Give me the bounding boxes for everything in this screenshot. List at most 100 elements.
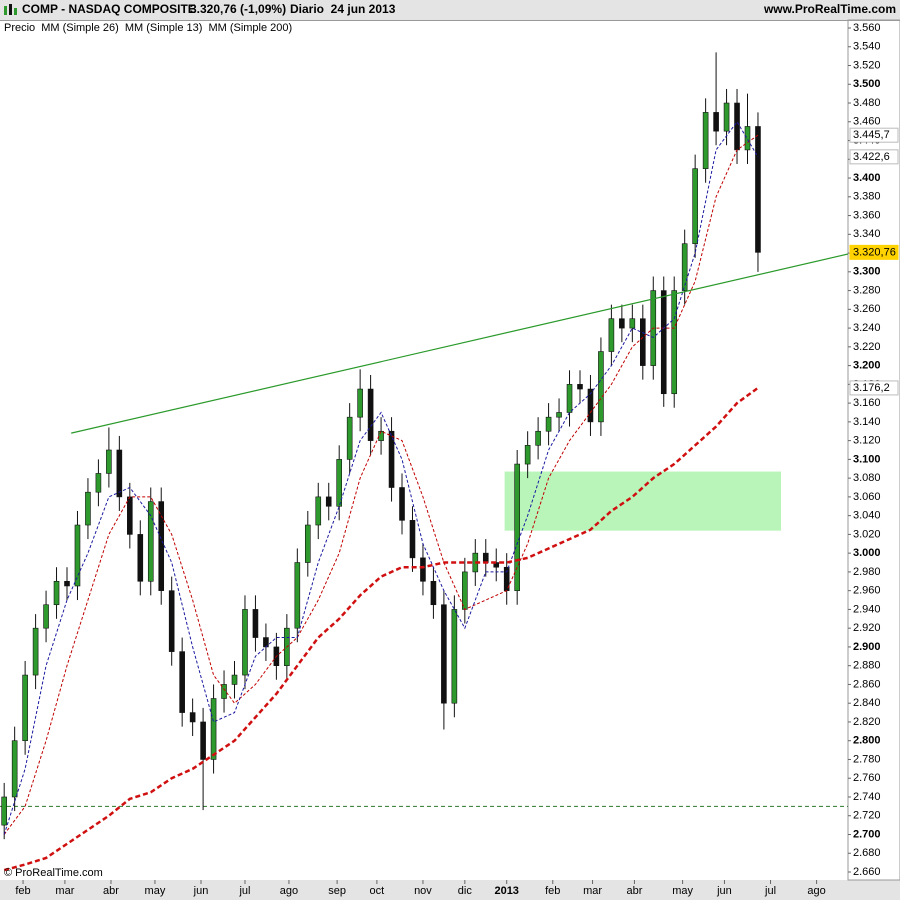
last-value-box: [849, 380, 899, 396]
candle-body: [137, 534, 144, 582]
candle-body: [294, 562, 301, 629]
candle-body: [388, 430, 395, 488]
candle-body: [85, 491, 91, 526]
trendline: [71, 253, 848, 434]
candle-body: [608, 318, 615, 352]
x-tick-label: feb: [545, 885, 560, 897]
candle-body: [210, 698, 217, 760]
candle-body: [116, 449, 123, 498]
candle-body: [315, 496, 322, 526]
candle-body: [566, 384, 573, 413]
candle-body: [514, 463, 520, 591]
candle-body: [11, 740, 18, 798]
y-tick-label: 3.560: [853, 22, 881, 34]
y-tick-label: 3.120: [853, 435, 881, 447]
x-tick-label: jul: [238, 885, 250, 897]
y-tick-label: 2.760: [853, 772, 881, 784]
last-value-label: 3.320,76: [853, 246, 896, 258]
candle-body: [378, 430, 384, 441]
x-tick-label: dic: [458, 885, 473, 897]
candle-body: [598, 351, 604, 423]
x-tick-label: jul: [764, 885, 776, 897]
copyright: © ProRealTime.com: [4, 867, 103, 879]
candle-body: [346, 416, 353, 460]
candle-body: [629, 318, 636, 329]
y-tick-label: 3.260: [853, 303, 881, 315]
y-tick-label: 2.840: [853, 697, 881, 709]
x-tick-label: abr: [626, 885, 642, 897]
candle-body: [640, 318, 646, 366]
x-tick-label: feb: [15, 885, 30, 897]
candle-body: [587, 388, 594, 423]
y-tick-label: 3.480: [853, 97, 881, 109]
header-bar: [0, 0, 900, 20]
y-tick-label: 2.700: [853, 828, 881, 840]
y-tick-label: 3.360: [853, 209, 881, 221]
y-tick-label: 2.660: [853, 866, 881, 878]
candle-body: [127, 496, 133, 535]
candle-body: [168, 590, 175, 652]
x-tick-label: ago: [280, 885, 298, 897]
candle-body: [524, 445, 531, 465]
candle-body: [755, 126, 761, 253]
candle-body: [713, 112, 719, 132]
y-tick-label: 2.800: [853, 735, 881, 747]
y-tick-label: 3.380: [853, 191, 881, 203]
x-tick-label: jun: [193, 885, 209, 897]
candle-body: [336, 459, 343, 507]
candle-body: [441, 604, 447, 704]
candle-body: [74, 524, 81, 587]
y-tick-label: 3.100: [853, 453, 881, 465]
y-tick-label: 2.900: [853, 641, 881, 653]
candle-body: [200, 721, 206, 760]
x-tick-label: ago: [807, 885, 825, 897]
candle-body: [493, 562, 500, 568]
y-tick-label: 2.880: [853, 660, 881, 672]
candle-body: [482, 552, 489, 563]
moving-average-line: [3, 134, 759, 835]
candle-body: [43, 604, 49, 629]
y-tick-label: 2.860: [853, 678, 881, 690]
y-tick-label: 3.500: [853, 78, 881, 90]
header-site[interactable]: www.ProRealTime.com: [763, 2, 896, 16]
y-tick-label: 3.340: [853, 228, 881, 240]
candle-body: [430, 580, 437, 606]
legend-entry: Precio: [4, 22, 35, 34]
y-tick-label: 3.520: [853, 59, 881, 71]
legend: Precio MM (Simple 26) MM (Simple 13) MM (Si…: [4, 22, 292, 34]
x-tick-label: oct: [370, 885, 385, 897]
candle-body: [619, 318, 625, 329]
moving-average-line: [3, 386, 759, 872]
x-tick-label: may: [145, 885, 166, 897]
x-tick-label: may: [672, 885, 693, 897]
y-tick-label: 3.240: [853, 322, 881, 334]
x-tick-label: abr: [103, 885, 119, 897]
candle-body: [723, 102, 730, 132]
candle-body: [681, 243, 688, 291]
candle-body: [252, 609, 259, 638]
header-icon: [4, 4, 17, 15]
last-value-label: 3.422,6: [853, 151, 890, 163]
y-tick-label: 3.160: [853, 397, 881, 409]
candle-body: [367, 388, 374, 441]
candle-body: [189, 712, 196, 723]
y-tick-label: 3.460: [853, 116, 881, 128]
candle-body: [409, 520, 416, 559]
candle-body: [179, 651, 185, 713]
candle-body: [556, 412, 562, 418]
y-tick-label: 3.020: [853, 528, 881, 540]
candle-body: [545, 416, 552, 432]
legend-entry: MM (Simple 26): [41, 22, 119, 34]
y-tick-label: 2.960: [853, 585, 881, 597]
legend-entry: MM (Simple 200): [208, 22, 292, 34]
y-tick-label: 2.920: [853, 622, 881, 634]
candle-body: [22, 674, 28, 742]
y-tick-label: 3.080: [853, 472, 881, 484]
y-tick-label: 2.680: [853, 847, 881, 859]
header-period: Diario 24 jun 2013: [290, 2, 396, 16]
candle-body: [32, 627, 39, 676]
header-price: 3.320,76 (-1,09%): [190, 2, 286, 16]
y-tick-label: 3.540: [853, 41, 881, 53]
legend-entry: MM (Simple 13): [125, 22, 203, 34]
candle-body: [242, 609, 248, 676]
